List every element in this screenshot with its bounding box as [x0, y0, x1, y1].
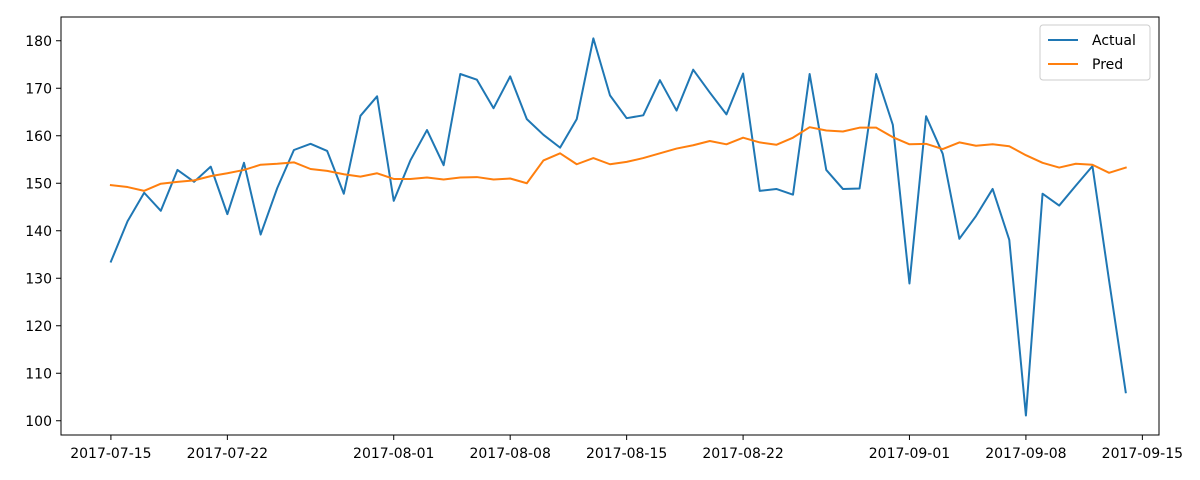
y-axis: 100 110 120 130 140 150 160 170 180: [25, 34, 61, 430]
y-tick-label: 120: [25, 319, 52, 335]
x-tick-label: 2017-09-15: [1102, 446, 1183, 462]
series-layer: [109, 37, 1127, 417]
x-axis: 2017-07-15 2017-07-22 2017-08-01 2017-08-08…: [70, 435, 1183, 462]
legend-label-actual: Actual: [1092, 33, 1136, 49]
series-line-actual: [109, 37, 1127, 417]
legend-box: [1039, 24, 1151, 81]
y-tick-label: 140: [25, 224, 52, 240]
x-tick-label: 2017-07-15: [70, 446, 151, 462]
x-tick-label: 2017-09-08: [985, 446, 1066, 462]
y-tick-label: 150: [25, 176, 52, 192]
x-tick-label: 2017-08-08: [469, 446, 550, 462]
plot-background: [61, 17, 1159, 435]
x-tick-label: 2017-08-22: [702, 446, 783, 462]
y-tick-label: 110: [25, 366, 52, 382]
plot-frame: [60, 16, 1160, 436]
x-tick-label: 2017-08-15: [586, 446, 667, 462]
series-line-pred: [109, 126, 1127, 192]
y-tick-label: 170: [25, 81, 52, 97]
y-tick-label: 160: [25, 129, 52, 145]
y-tick-label: 130: [25, 271, 52, 287]
y-tick-label: 100: [25, 414, 52, 430]
legend-label-pred: Pred: [1092, 57, 1123, 73]
y-tick-label: 180: [25, 34, 52, 50]
legend: Actual Pred: [1039, 24, 1151, 81]
x-tick-label: 2017-08-01: [353, 446, 434, 462]
x-tick-label: 2017-07-22: [187, 446, 268, 462]
x-tick-label: 2017-09-01: [869, 446, 950, 462]
